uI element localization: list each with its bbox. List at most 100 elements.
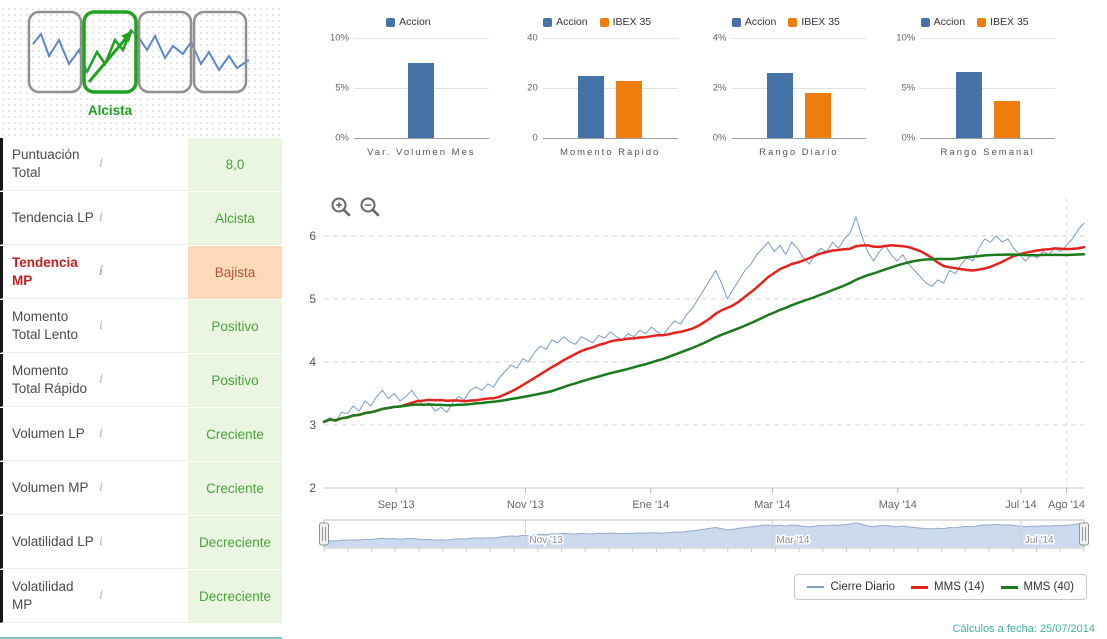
legend-item-mms-14[interactable]: MMS (14) [911, 581, 985, 593]
indicator-value-tendencia-mp: Bajista [188, 246, 282, 299]
mini-chart-legend: Accion IBEX 35 [511, 10, 684, 34]
indicator-label-tendencia-mp: Tendencia MP i [0, 246, 188, 299]
zoom-in-button[interactable] [330, 196, 352, 218]
mini-charts-row: Accion 0% 5% 10% Var. Volumen Mes Accion IBEX … [296, 4, 1097, 172]
info-icon[interactable]: i [99, 263, 103, 279]
legend-label: Accion [399, 16, 431, 28]
legend-item-ibex-35[interactable]: IBEX 35 [599, 16, 652, 28]
y-axis-tick-label: 0% [901, 132, 916, 144]
y-axis-tick-label: 6 [309, 229, 316, 243]
pattern-label: Alcista [87, 103, 133, 118]
legend-item-ibex-35[interactable]: IBEX 35 [977, 16, 1029, 28]
indicator-value-momento-total-lento: Positivo [188, 300, 282, 353]
legend-item-ibex-35[interactable]: IBEX 35 [788, 16, 840, 28]
y-axis-tick-label: 10% [896, 32, 916, 44]
indicator-label-text: Momento Total Rápido [12, 363, 88, 396]
legend-item-accion[interactable]: Accion [920, 16, 966, 28]
info-icon[interactable]: i [99, 479, 103, 495]
indicator-row-momento-total-rapido: Momento Total Rápido i Positivo [0, 354, 282, 407]
legend-swatch [386, 17, 396, 27]
legend-swatch [788, 17, 798, 27]
y-axis-tick-label: 0% [712, 132, 727, 144]
info-icon[interactable]: i [99, 209, 103, 225]
indicator-value-momento-total-rapido: Positivo [188, 354, 282, 407]
indicator-value-tendencia-lp: Alcista [188, 192, 282, 245]
legend-item-accion[interactable]: Accion [543, 16, 588, 28]
y-axis-tick-label: 5% [901, 82, 916, 94]
indicator-row-puntuacion-total: Puntuación Total i 8,0 [0, 138, 282, 191]
x-axis-tick-label: Ene '14 [632, 499, 669, 510]
y-axis-tick-label: 4% [712, 32, 727, 44]
zoom-controls [330, 196, 381, 218]
navigator-handle-left[interactable] [319, 522, 329, 546]
info-icon[interactable]: i [99, 425, 103, 441]
bar-accion [955, 72, 982, 138]
indicator-row-volumen-lp: Volumen LP i Creciente [0, 408, 282, 461]
bars [920, 38, 1055, 138]
legend-item-cierre-diario[interactable]: Cierre Diario [807, 581, 895, 593]
mini-chart-plot: 0% 5% 10% [330, 33, 489, 144]
legend-swatch [599, 17, 609, 27]
indicator-label-text: Puntuación Total [12, 147, 80, 180]
legend-item-accion[interactable]: Accion [731, 16, 776, 28]
mini-chart-legend: Accion IBEX 35 [888, 10, 1061, 34]
y-axis-tick-label: 5% [335, 82, 349, 94]
pattern-selected-wave [85, 29, 133, 73]
x-axis-tick-label: Jul '14 [1005, 499, 1036, 510]
bars [354, 38, 489, 138]
mini-chart-legend: Accion [322, 10, 495, 34]
info-icon[interactable]: i [99, 533, 103, 549]
mini-chart-var-volumen-mes: Accion 0% 5% 10% Var. Volumen Mes [322, 10, 495, 172]
y-axis-tick-label: 3 [309, 418, 316, 432]
legend-label: MMS (40) [1023, 581, 1074, 593]
bar-accion [766, 73, 793, 138]
main-chart-area: 2 3 4 5 6 Sep '13 Nov '13 Ene '14 Mar '14 May '14… [296, 188, 1097, 600]
y-axis-tick-label: 2 [309, 481, 316, 495]
pattern-wave-line [32, 28, 250, 75]
indicator-row-momento-total-lento: Momento Total Lento i Positivo [0, 300, 282, 353]
x-axis-tick-label: May '14 [879, 499, 917, 510]
y-axis-tick-label: 2% [712, 82, 727, 94]
gridline [542, 38, 678, 39]
left-panel: Alcista Puntuación Total i 8,0 Tendencia LP… [0, 0, 282, 639]
legend-swatch [807, 586, 825, 588]
legend-item-accion[interactable]: Accion [386, 16, 431, 28]
navigator-handle-right[interactable] [1079, 522, 1089, 546]
pattern-frame-4[interactable] [192, 10, 248, 94]
gridline [354, 38, 489, 39]
legend-label: Accion [933, 16, 966, 28]
zoom-out-button[interactable] [359, 196, 381, 218]
y-axis-tick-label: 5 [309, 292, 316, 306]
pattern-frame-1[interactable] [27, 10, 83, 94]
indicator-label-text: Tendencia LP [12, 210, 94, 226]
info-icon[interactable]: i [99, 587, 103, 603]
indicator-label-volatilidad-lp: Volatilidad LP i [0, 516, 188, 569]
trend-arrow [87, 36, 129, 83]
gridline [731, 38, 867, 39]
navigator-tick-label: Mar '14 [776, 535, 809, 546]
info-icon[interactable]: i [99, 371, 103, 387]
bar-ibex-35 [993, 101, 1020, 138]
indicator-row-tendencia-mp: Tendencia MP i Bajista [0, 246, 282, 299]
main-panel: Accion 0% 5% 10% Var. Volumen Mes Accion IBEX … [282, 0, 1107, 639]
info-icon[interactable]: i [99, 317, 103, 333]
indicator-value-volatilidad-mp: Decreciente [188, 570, 282, 623]
y-axis-tick-label: 0% [335, 132, 349, 144]
indicator-row-volatilidad-lp: Volatilidad LP i Decreciente [0, 516, 282, 569]
y-axis-tick-label: 40 [527, 32, 538, 44]
pattern-box: Alcista [0, 6, 282, 138]
footer-note: Cálculos a fecha: 25/07/2014 [952, 623, 1096, 635]
zoom-in-icon [331, 197, 351, 217]
indicator-row-volatilidad-mp: Volatilidad MP i Decreciente [0, 570, 282, 623]
legend-label: IBEX 35 [612, 16, 652, 28]
legend-label: IBEX 35 [801, 16, 840, 28]
pattern-frame-3[interactable] [137, 10, 193, 94]
legend-item-mms-40[interactable]: MMS (40) [1000, 581, 1074, 593]
indicator-row-volumen-mp: Volumen MP i Creciente [0, 462, 282, 515]
x-axis-tick-label: Nov '13 [507, 499, 544, 510]
bars [732, 38, 867, 138]
info-icon[interactable]: i [99, 155, 103, 171]
pattern-frame-selected[interactable] [82, 10, 138, 94]
x-axis-tick-label: Ago '14 [1048, 499, 1085, 510]
